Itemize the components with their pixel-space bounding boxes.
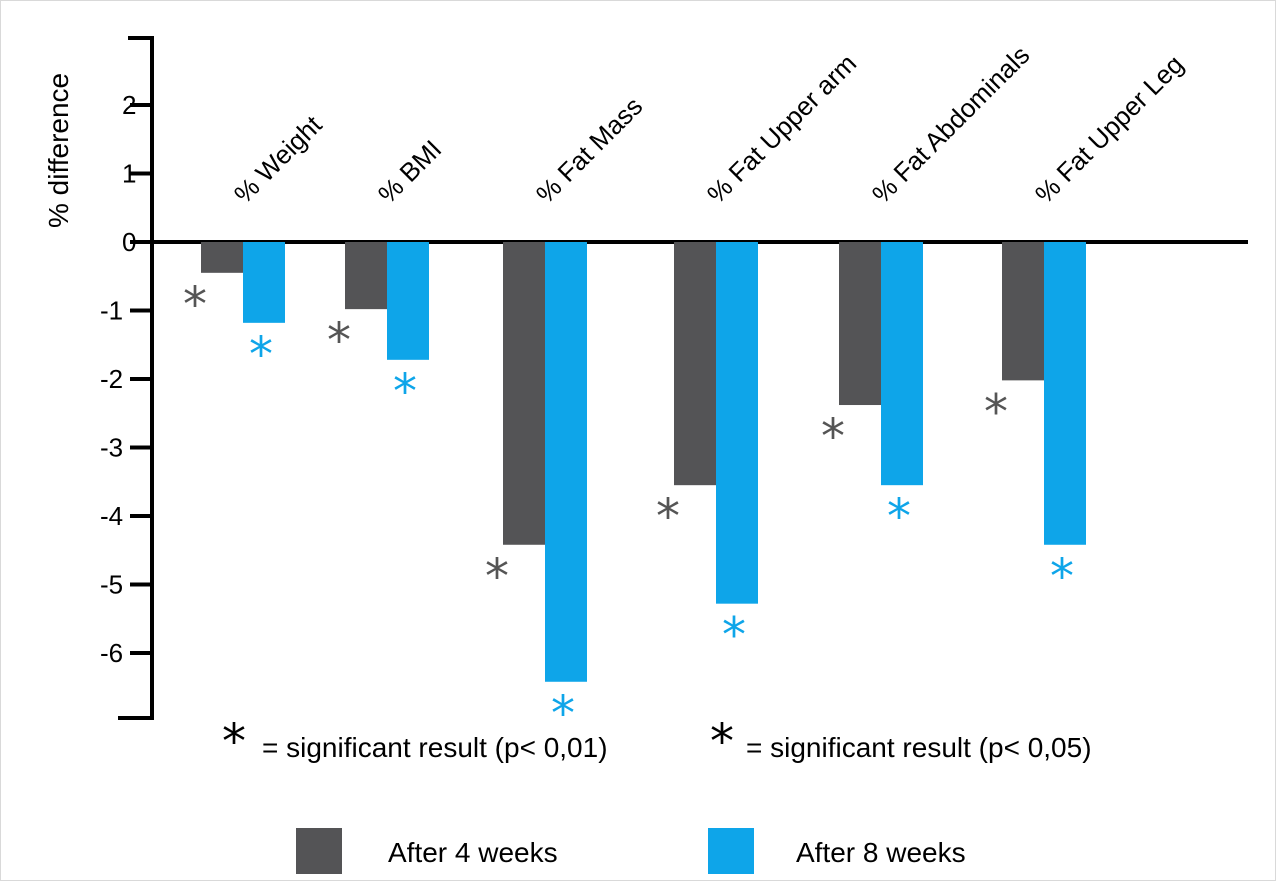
bar-8-weeks (716, 242, 758, 604)
legend-swatch-8-weeks (708, 828, 754, 874)
significance-star: * (821, 409, 845, 465)
significance-star: * (722, 608, 746, 664)
legend-label-4-weeks: After 4 weeks (388, 837, 558, 868)
significance-star: * (485, 549, 509, 605)
significance-star: * (551, 686, 575, 742)
significance-star: * (887, 489, 911, 545)
y-tick-label: -1 (100, 296, 123, 326)
bars (201, 242, 1086, 682)
y-ticks: 2 1 0 -1 -2 -3 -4 -5 -6 (100, 90, 152, 668)
note-blue-text: = significant result (p< 0,05) (746, 732, 1092, 763)
y-tick-label: -4 (100, 501, 123, 531)
category-label: % Weight (228, 109, 328, 209)
y-tick-label: 2 (122, 90, 136, 120)
legend-label-8-weeks: After 8 weeks (796, 837, 966, 868)
significance-star: * (327, 313, 351, 369)
bar-4-weeks (839, 242, 881, 406)
significance-star: * (984, 384, 1008, 440)
bar-4-weeks (201, 242, 243, 273)
note-star-dark: * (222, 714, 246, 770)
y-tick-label: -2 (100, 364, 123, 394)
y-tick-label: -6 (100, 638, 123, 668)
y-tick-label: 1 (122, 159, 136, 189)
significance-star: * (393, 364, 417, 420)
bar-4-weeks (345, 242, 387, 310)
bar-8-weeks (243, 242, 285, 323)
significance-stars: * * * * * * * * * * * * (183, 277, 1074, 742)
category-label: % Fat Upper Leg (1029, 49, 1189, 209)
y-tick-label: -3 (100, 433, 123, 463)
category-label: % BMI (372, 134, 447, 209)
bar-4-weeks (503, 242, 545, 545)
y-tick-label: 0 (122, 227, 136, 257)
significance-note: * = significant result (p< 0,01) * = sig… (222, 714, 1092, 770)
significance-star: * (1050, 549, 1074, 605)
bar-8-weeks (545, 242, 587, 682)
legend: After 4 weeks After 8 weeks (296, 828, 966, 874)
significance-star: * (183, 277, 207, 333)
note-dark-text: = significant result (p< 0,01) (262, 732, 608, 763)
y-axis-label: % difference (43, 73, 74, 228)
category-label: % Fat Abdominals (866, 40, 1035, 209)
note-star-blue: * (710, 714, 734, 770)
bar-8-weeks (1044, 242, 1086, 545)
bar-4-weeks (1002, 242, 1044, 381)
bar-8-weeks (387, 242, 429, 360)
bar-8-weeks (881, 242, 923, 486)
category-labels: % Weight% BMI% Fat Mass% Fat Upper arm% … (228, 40, 1189, 209)
y-tick-label: -5 (100, 570, 123, 600)
category-label: % Fat Mass (530, 91, 648, 209)
significance-star: * (656, 489, 680, 545)
category-label: % Fat Upper arm (701, 48, 862, 209)
bar-4-weeks (674, 242, 716, 486)
significance-star: * (249, 327, 273, 383)
legend-swatch-4-weeks (296, 828, 342, 874)
